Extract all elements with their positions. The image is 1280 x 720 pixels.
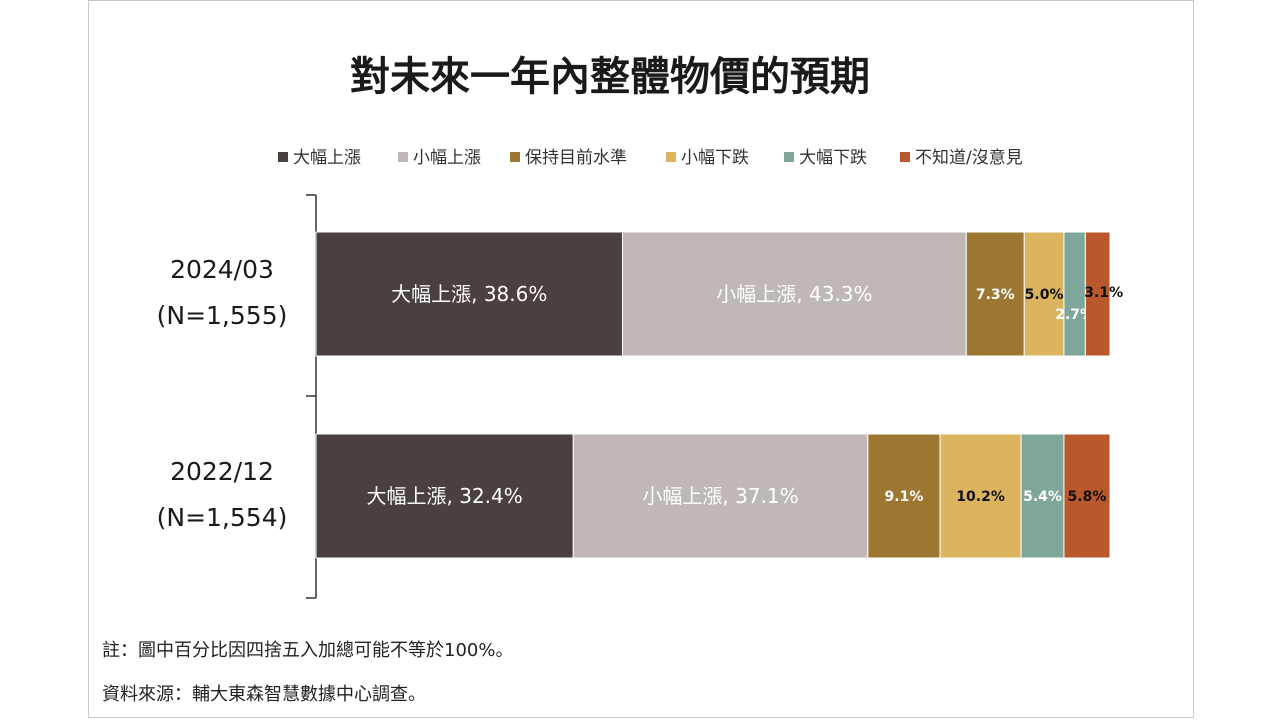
category-sample-size: (N=1,554) <box>157 503 288 532</box>
chart-title: 對未來一年內整體物價的預期 <box>350 54 870 100</box>
bar-segment <box>621 231 967 357</box>
data-label: 2.7% <box>1055 307 1094 323</box>
legend-label: 不知道/沒意見 <box>915 148 1023 168</box>
legend-item: 小幅上漲 <box>398 148 481 168</box>
legend: 大幅上漲 小幅上漲 保持目前水準 小幅下跌 大幅下跌 不知道/沒意見 <box>278 148 1023 168</box>
legend-label: 大幅下跌 <box>799 148 867 168</box>
legend-item: 大幅上漲 <box>278 148 361 168</box>
legend-label: 大幅上漲 <box>293 148 361 168</box>
legend-swatch <box>278 152 288 162</box>
bar-segment <box>965 231 1025 357</box>
legend-swatch <box>900 152 910 162</box>
bar-segment <box>1063 433 1111 559</box>
legend-label: 小幅下跌 <box>681 148 749 168</box>
data-label: 5.4% <box>1023 489 1062 505</box>
bar-segment <box>1020 433 1065 559</box>
legend-swatch <box>784 152 794 162</box>
data-label: 大幅上漲, 32.4% <box>367 484 523 508</box>
bar-segment <box>1023 231 1065 357</box>
data-label: 小幅上漲, 43.3% <box>716 282 872 306</box>
legend-label: 保持目前水準 <box>525 148 627 168</box>
legend-swatch <box>398 152 408 162</box>
data-label: 9.1% <box>885 489 924 505</box>
footnote-rounding: 註：圖中百分比因四捨五入加總可能不等於100%。 <box>102 640 514 661</box>
bar-segment <box>315 231 623 357</box>
legend-item: 保持目前水準 <box>510 148 627 168</box>
category-sample-size: (N=1,555) <box>157 301 288 330</box>
legend-swatch <box>510 152 520 162</box>
bar-segment <box>1084 231 1111 357</box>
data-label: 5.0% <box>1025 287 1064 303</box>
data-label: 10.2% <box>956 489 1005 505</box>
data-label: 5.8% <box>1068 489 1107 505</box>
bar-segment <box>867 433 941 559</box>
category-label: 2024/03 <box>170 255 274 284</box>
footnote-source: 資料來源：輔大東森智慧數據中心調查。 <box>102 684 426 705</box>
category-label: 2022/12 <box>170 457 274 486</box>
data-label: 小幅上漲, 37.1% <box>642 484 798 508</box>
bar-segment <box>572 433 869 559</box>
bar-segment <box>939 433 1022 559</box>
data-label: 3.1% <box>1084 285 1123 301</box>
legend-item: 大幅下跌 <box>784 148 867 168</box>
bar-segment <box>1063 231 1086 357</box>
bar-segment <box>315 433 574 559</box>
category-axis: 2024/03 (N=1,555) 2022/12 (N=1,554) <box>157 194 317 599</box>
legend-item: 小幅下跌 <box>666 148 749 168</box>
legend-label: 小幅上漲 <box>413 148 481 168</box>
legend-item: 不知道/沒意見 <box>900 148 1023 168</box>
data-label: 7.3% <box>976 287 1015 303</box>
bars-group: 大幅上漲, 38.6% 小幅上漲, 43.3% 7.3% 5.0% 2.7% 3.1% 大幅… <box>315 231 1123 559</box>
legend-swatch <box>666 152 676 162</box>
data-label: 大幅上漲, 38.6% <box>391 282 547 306</box>
chart-frame <box>88 0 1194 718</box>
